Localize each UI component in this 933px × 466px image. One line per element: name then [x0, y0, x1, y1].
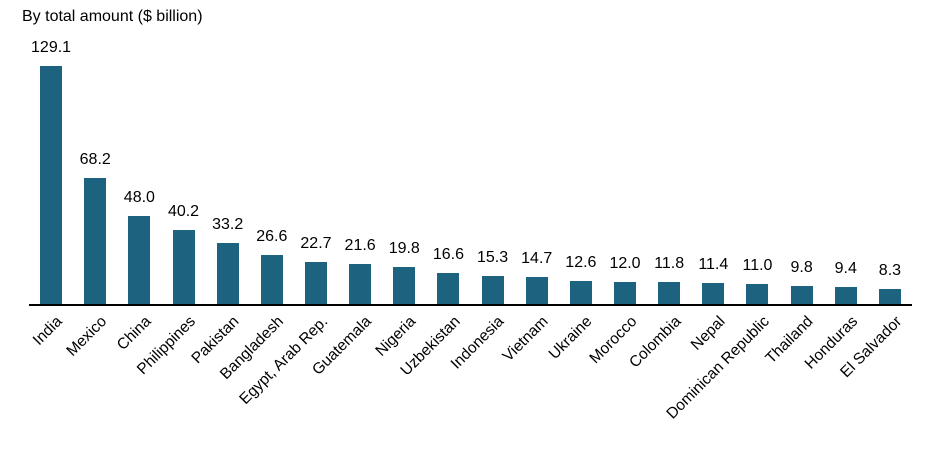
- bar: [746, 283, 769, 304]
- bar-value-label: 33.2: [212, 215, 244, 233]
- x-axis-line: [29, 304, 912, 306]
- x-axis-tick-label: Nepal: [687, 313, 729, 354]
- x-axis-tick-label: India: [30, 313, 67, 349]
- x-axis-tick-label: China: [113, 313, 155, 354]
- bar: [878, 288, 901, 304]
- bar-value-label: 8.3: [878, 261, 902, 279]
- bar-value-label: 19.8: [388, 240, 420, 258]
- bar: [614, 281, 637, 304]
- chart-title: By total amount ($ billion): [22, 8, 203, 25]
- x-axis-tick-label: Mexico: [63, 313, 111, 360]
- bar-value-label: 11.4: [698, 255, 729, 273]
- bar-value-label: 14.7: [521, 249, 553, 267]
- x-axis-tick-label: Vietnam: [499, 313, 552, 366]
- bar: [525, 276, 548, 304]
- bar: [304, 262, 327, 304]
- bar: [172, 229, 195, 304]
- bar-value-label: 9.8: [790, 258, 813, 276]
- bar: [349, 264, 372, 304]
- bar: [260, 254, 283, 304]
- bar: [834, 286, 857, 304]
- bar: [569, 280, 592, 304]
- bar-value-label: 12.0: [609, 254, 641, 272]
- bar: [790, 285, 813, 304]
- bar: [216, 242, 239, 304]
- bar-value-label: 16.6: [432, 246, 464, 264]
- bar-value-label: 15.3: [476, 248, 509, 266]
- bar: [40, 66, 63, 304]
- bar-value-label: 48.0: [123, 188, 155, 206]
- bar-value-label: 22.7: [300, 235, 332, 253]
- bar-value-label: 11.0: [742, 256, 773, 274]
- bar: [702, 282, 725, 304]
- bar-value-label: 21.6: [344, 237, 376, 255]
- bar: [658, 282, 681, 304]
- bar-value-label: 11.8: [654, 255, 685, 273]
- bar: [481, 275, 504, 304]
- bar-value-label: 68.2: [79, 151, 111, 169]
- bar-value-label: 26.6: [256, 227, 288, 245]
- bar: [128, 215, 151, 304]
- bar: [437, 273, 460, 304]
- bar-value-label: 40.2: [167, 202, 200, 220]
- bar-value-label: 12.6: [565, 253, 597, 271]
- bar: [84, 178, 107, 304]
- bar: [393, 267, 416, 304]
- bar-value-label: 129.1: [31, 39, 72, 56]
- bar-value-label: 9.4: [834, 259, 857, 277]
